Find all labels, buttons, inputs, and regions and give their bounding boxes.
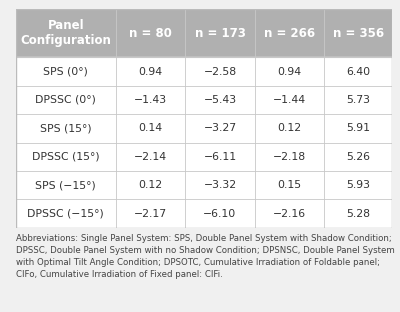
Text: 0.15: 0.15 [278,180,302,190]
Text: n = 266: n = 266 [264,27,315,40]
Text: n = 80: n = 80 [129,27,172,40]
Text: −2.58: −2.58 [204,66,236,77]
Text: SPS (15°): SPS (15°) [40,123,92,134]
Text: 5.93: 5.93 [346,180,370,190]
Text: 5.26: 5.26 [346,152,370,162]
Text: −1.44: −1.44 [273,95,306,105]
Bar [16,171,392,199]
Text: −3.27: −3.27 [204,123,236,134]
Bar [16,114,392,143]
Text: 0.94: 0.94 [278,66,302,77]
Text: 0.94: 0.94 [138,66,162,77]
Bar [16,199,392,228]
Bar [16,143,392,171]
Text: DPSSC (15°): DPSSC (15°) [32,152,100,162]
Text: 5.28: 5.28 [346,208,370,219]
Text: 6.40: 6.40 [346,66,370,77]
Bar [16,86,392,114]
Text: n = 356: n = 356 [332,27,384,40]
Text: −6.11: −6.11 [204,152,236,162]
Text: 5.73: 5.73 [346,95,370,105]
Text: Abbreviations: Single Panel System: SPS, Double Panel System with Shadow Conditi: Abbreviations: Single Panel System: SPS,… [16,234,395,280]
Text: −6.10: −6.10 [203,208,237,219]
Bar [16,9,392,57]
Text: 5.91: 5.91 [346,123,370,134]
Text: Panel
Configuration: Panel Configuration [20,19,111,47]
Text: SPS (0°): SPS (0°) [43,66,88,77]
Text: SPS (−15°): SPS (−15°) [36,180,96,190]
Text: −2.14: −2.14 [134,152,167,162]
Text: 0.12: 0.12 [138,180,162,190]
Text: −2.18: −2.18 [273,152,306,162]
Text: −2.16: −2.16 [273,208,306,219]
Text: −2.17: −2.17 [134,208,167,219]
Bar [16,57,392,86]
Text: 0.14: 0.14 [138,123,162,134]
Text: 0.12: 0.12 [278,123,302,134]
Text: −3.32: −3.32 [204,180,236,190]
Text: −1.43: −1.43 [134,95,167,105]
Text: DPSSC (−15°): DPSSC (−15°) [28,208,104,219]
Text: −5.43: −5.43 [204,95,236,105]
Text: DPSSC (0°): DPSSC (0°) [35,95,96,105]
Text: n = 173: n = 173 [194,27,246,40]
